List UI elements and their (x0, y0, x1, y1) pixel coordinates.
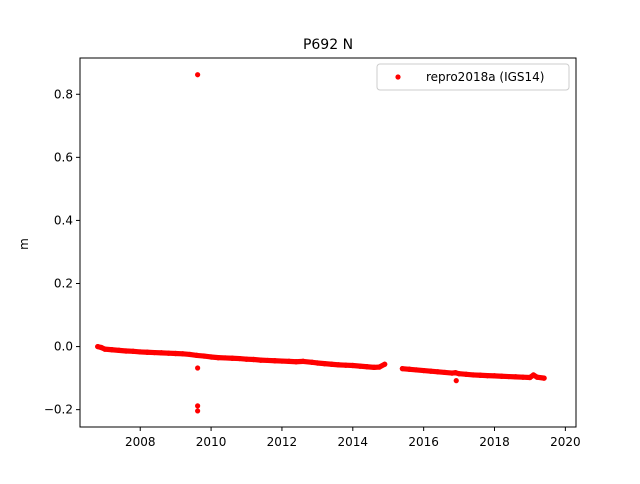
data-trail (537, 377, 544, 378)
y-tick-label: 0.2 (54, 277, 73, 291)
y-tick-label: 0.4 (54, 213, 73, 227)
y-tick-label: 0.0 (54, 340, 73, 354)
x-tick-label: 2008 (125, 435, 156, 449)
legend-label: repro2018a (IGS14) (426, 70, 544, 84)
x-tick-label: 2014 (338, 435, 369, 449)
x-tick-label: 2020 (550, 435, 581, 449)
data-point (195, 365, 200, 370)
x-tick-label: 2018 (479, 435, 510, 449)
y-tick-label: 0.8 (54, 87, 73, 101)
x-tick-label: 2010 (196, 435, 227, 449)
x-tick-label: 2012 (267, 435, 298, 449)
data-point (195, 408, 200, 413)
data-point (195, 72, 200, 77)
y-tick-label: −0.2 (44, 403, 73, 417)
chart-title: P692 N (303, 37, 353, 53)
legend: repro2018a (IGS14) (377, 64, 569, 90)
y-axis-label: m (17, 238, 31, 250)
data-trail (379, 364, 384, 367)
legend-marker (395, 74, 400, 79)
data-point (195, 403, 200, 408)
x-tick-label: 2016 (408, 435, 439, 449)
data-point (454, 378, 459, 383)
y-tick-label: 0.6 (54, 150, 73, 164)
